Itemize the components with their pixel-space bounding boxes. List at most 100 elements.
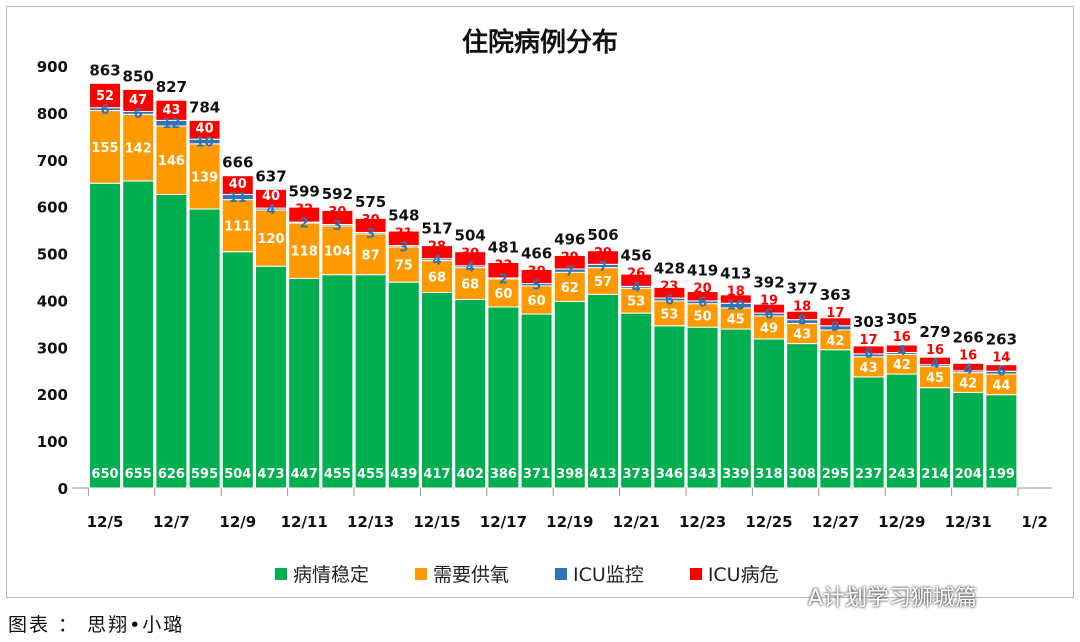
data-label: 371 xyxy=(523,467,550,482)
legend-label: 需要供氧 xyxy=(433,564,510,586)
data-label: 40 xyxy=(229,177,247,192)
bar-segment xyxy=(454,299,487,489)
bar-segment xyxy=(188,119,221,140)
bar-segment xyxy=(620,273,653,287)
data-label: 655 xyxy=(125,467,152,482)
data-label: 26 xyxy=(627,267,645,282)
data-label: 47 xyxy=(129,93,147,108)
legend-label: ICU病危 xyxy=(707,564,779,586)
bar-segment xyxy=(122,113,155,182)
bar-segment xyxy=(354,274,387,489)
data-label: 4 xyxy=(466,261,475,276)
data-label: 30 xyxy=(328,205,346,220)
data-label: 40 xyxy=(196,121,214,136)
x-tick-label: 12/13 xyxy=(347,513,394,531)
data-label: 9 xyxy=(831,320,840,335)
bar-segment xyxy=(753,303,785,314)
total-label: 827 xyxy=(156,78,187,96)
data-label: 18 xyxy=(793,300,811,315)
bar-segment xyxy=(919,356,951,366)
bar-segment xyxy=(620,312,653,489)
x-tick-label: 12/23 xyxy=(679,513,726,531)
data-label: 33 xyxy=(494,258,512,273)
y-tick-label: 0 xyxy=(58,480,68,498)
bar-segment xyxy=(553,271,586,302)
data-label: 4 xyxy=(964,363,973,378)
bar-segment xyxy=(354,217,387,233)
bar-segment xyxy=(421,245,453,260)
data-label: 31 xyxy=(395,226,413,241)
data-label: 68 xyxy=(461,278,479,293)
total-label: 456 xyxy=(621,247,652,265)
total-label: 496 xyxy=(554,231,585,249)
data-label: 10 xyxy=(196,135,214,150)
x-tick-label: 12/5 xyxy=(87,513,124,531)
bar-segment xyxy=(487,261,520,279)
bar-segment xyxy=(587,293,619,489)
data-label: 42 xyxy=(826,334,844,349)
bar-segment xyxy=(321,274,354,489)
data-label: 4 xyxy=(266,203,275,218)
bar-segment xyxy=(819,349,852,489)
data-label: 504 xyxy=(224,467,251,482)
data-label: 6 xyxy=(134,107,143,122)
data-label: 44 xyxy=(992,378,1010,393)
data-label: 12 xyxy=(162,117,180,132)
legend-label: 病情稳定 xyxy=(293,564,370,586)
bar-segment xyxy=(387,246,420,283)
data-label: 3 xyxy=(333,219,342,234)
total-label: 637 xyxy=(255,167,286,185)
data-label: 32 xyxy=(295,203,313,218)
data-label: 42 xyxy=(893,358,911,373)
data-label: 104 xyxy=(324,244,351,259)
data-label: 318 xyxy=(755,467,782,482)
data-label: 2 xyxy=(499,272,508,287)
caption: 图表 ： 思翔•小璐 xyxy=(8,614,185,636)
legend-item-icu-monitor: ICU监控 xyxy=(555,560,644,587)
data-label: 23 xyxy=(660,279,678,294)
bar-segment xyxy=(885,373,918,489)
total-label: 481 xyxy=(488,238,519,256)
data-label: 20 xyxy=(694,281,712,296)
total-label: 413 xyxy=(720,264,751,282)
total-label: 666 xyxy=(222,154,253,172)
bar-segment xyxy=(786,310,819,321)
legend-swatch xyxy=(415,567,428,580)
data-label: 120 xyxy=(257,232,284,247)
data-label: 68 xyxy=(428,271,446,286)
data-label: 87 xyxy=(362,248,380,263)
data-label: 6 xyxy=(698,295,707,310)
bar-segment xyxy=(155,193,188,489)
data-label: 14 xyxy=(992,350,1010,365)
data-label: 43 xyxy=(793,328,811,343)
total-label: 266 xyxy=(953,329,984,347)
bar-segment xyxy=(786,343,819,489)
bar-segment xyxy=(321,225,354,276)
y-tick-label: 100 xyxy=(37,433,68,451)
bar-segment xyxy=(553,254,586,270)
data-label: 214 xyxy=(921,467,948,482)
data-label: 2 xyxy=(300,217,309,232)
bar-segment xyxy=(288,222,321,279)
data-label: 343 xyxy=(689,467,716,482)
bar-segment xyxy=(686,291,719,302)
data-label: 43 xyxy=(162,103,180,118)
total-label: 363 xyxy=(820,286,851,304)
data-label: 30 xyxy=(461,247,479,262)
bar-segment xyxy=(653,325,686,489)
data-label: 16 xyxy=(959,349,977,364)
bar-segment xyxy=(255,265,287,489)
total-label: 419 xyxy=(687,261,718,279)
data-label: 17 xyxy=(826,306,844,321)
data-label: 339 xyxy=(722,467,749,482)
x-tick-label: 12/27 xyxy=(812,513,859,531)
data-label: 3 xyxy=(366,227,375,242)
data-label: 19 xyxy=(760,293,778,308)
data-label: 52 xyxy=(96,89,114,104)
data-label: 243 xyxy=(888,467,915,482)
bar-segment xyxy=(387,281,420,489)
total-label: 575 xyxy=(355,193,386,211)
data-label: 6 xyxy=(764,307,773,322)
total-label: 504 xyxy=(455,227,486,245)
